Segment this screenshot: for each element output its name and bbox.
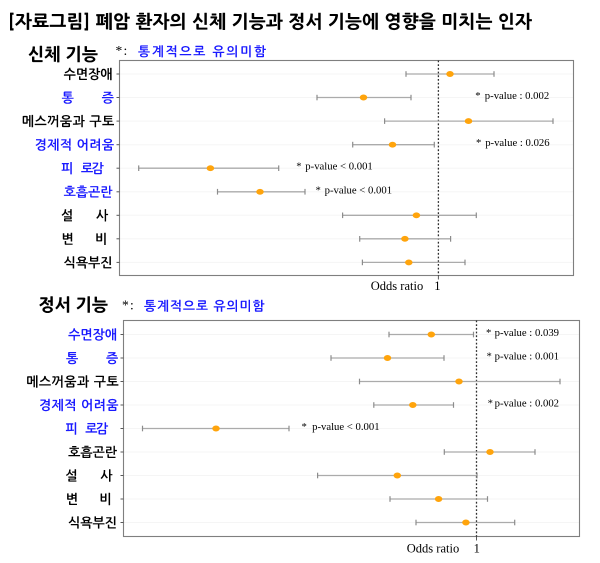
svg-text:p-value : 0.001: p-value : 0.001 bbox=[495, 351, 559, 363]
svg-text:*: * bbox=[486, 327, 491, 339]
svg-text:*: * bbox=[116, 43, 123, 58]
svg-text::: : bbox=[124, 43, 128, 58]
svg-text::: : bbox=[130, 298, 134, 313]
svg-text:p-value : 0.002: p-value : 0.002 bbox=[495, 398, 559, 410]
svg-text:p-value < 0.001: p-value < 0.001 bbox=[325, 184, 392, 196]
svg-text:p-value : 0.002: p-value : 0.002 bbox=[485, 90, 549, 102]
svg-text:p-value : 0.026: p-value : 0.026 bbox=[485, 137, 550, 149]
svg-text:Odds ratio: Odds ratio bbox=[407, 542, 459, 556]
svg-text:*: * bbox=[122, 298, 129, 313]
svg-text:*: * bbox=[475, 90, 480, 102]
svg-text:*: * bbox=[488, 398, 493, 410]
svg-text:*: * bbox=[302, 421, 307, 433]
svg-text:p-value : 0.039: p-value : 0.039 bbox=[495, 327, 559, 339]
svg-text:*: * bbox=[296, 161, 301, 173]
svg-text:*: * bbox=[316, 184, 321, 196]
svg-text:*: * bbox=[476, 137, 481, 149]
svg-text:1: 1 bbox=[434, 279, 440, 293]
svg-text:1: 1 bbox=[474, 542, 480, 556]
svg-text:*: * bbox=[487, 351, 492, 363]
svg-text:p-value < 0.001: p-value < 0.001 bbox=[305, 161, 372, 173]
svg-text:p-value < 0.001: p-value < 0.001 bbox=[312, 421, 379, 433]
svg-text:Odds ratio: Odds ratio bbox=[371, 279, 423, 293]
